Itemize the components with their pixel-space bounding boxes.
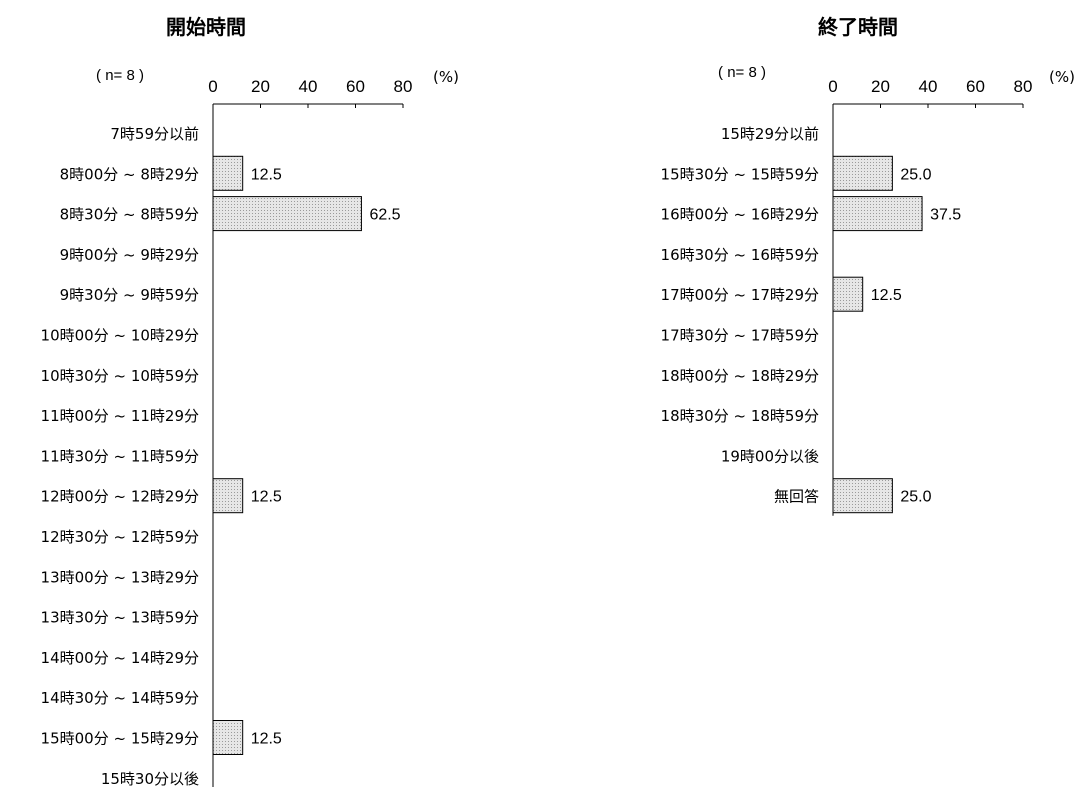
data-label: 62.5 [369,207,400,224]
x-tick-label: 40 [919,77,938,96]
category-label: 10時00分 ~ 10時29分 [41,327,199,345]
unit-label: (%) [1049,68,1075,86]
bars [832,155,923,514]
category-labels: 7時59分以前 8時00分 ~ 8時29分 8時30分 ~ 8時59分 9時00分 ~… [41,125,199,787]
x-tick-label: 20 [251,77,270,96]
category-label: 12時30分 ~ 12時59分 [41,528,199,546]
unit-label: (%) [433,68,459,86]
bar [212,155,244,191]
chart-title: 終了時間 [818,15,898,39]
x-tick-label: 80 [394,77,413,96]
x-tick-labels: 0 20 40 60 80 [208,77,412,96]
bar [212,478,244,514]
category-label: 15時30分 ~ 15時59分 [661,165,819,183]
sample-size-label: ( n= 8 ) [718,64,766,81]
category-label: 18時00分 ~ 18時29分 [661,367,819,385]
category-label: 11時30分 ~ 11時59分 [41,447,199,465]
category-label: 16時00分 ~ 16時29分 [661,206,819,224]
bar [212,196,362,232]
bar [832,155,893,191]
data-labels: 25.0 37.5 12.5 25.0 [871,166,962,505]
data-label: 12.5 [871,287,902,304]
category-label: 8時00分 ~ 8時29分 [60,165,199,183]
start-time-chart: 開始時間 ( n= 8 ) (%) 0 20 40 60 80 7時59分以前 8時00分… [41,15,459,787]
x-tick-label: 40 [299,77,318,96]
data-label: 12.5 [251,166,282,183]
x-tick-label: 0 [828,77,837,96]
category-label: 7時59分以前 [110,125,199,143]
x-tick-label: 80 [1014,77,1033,96]
category-label: 無回答 [774,488,819,506]
bar [832,478,893,514]
end-time-chart: 終了時間 ( n= 8 ) (%) 0 20 40 60 80 15時29分以前 15時3… [661,15,1075,516]
category-label: 13時00分 ~ 13時29分 [41,568,199,586]
data-label: 25.0 [900,489,931,506]
category-label: 16時30分 ~ 16時59分 [661,246,819,264]
category-label: 15時29分以前 [721,125,819,143]
category-label: 17時00分 ~ 17時29分 [661,286,819,304]
category-label: 14時00分 ~ 14時29分 [41,649,199,667]
category-label: 14時30分 ~ 14時59分 [41,689,199,707]
category-label: 17時30分 ~ 17時59分 [661,327,819,345]
category-label: 15時30分以後 [101,770,199,787]
bar [832,276,864,312]
category-labels: 15時29分以前 15時30分 ~ 15時59分 16時00分 ~ 16時29分 16… [661,125,819,506]
category-label: 10時30分 ~ 10時59分 [41,367,199,385]
category-label: 8時30分 ~ 8時59分 [60,206,199,224]
category-label: 19時00分以後 [721,447,819,465]
category-label: 15時00分 ~ 15時29分 [41,730,199,748]
x-tick-label: 60 [346,77,365,96]
sample-size-label: ( n= 8 ) [96,67,144,84]
x-tick-labels: 0 20 40 60 80 [828,77,1032,96]
category-label: 9時30分 ~ 9時59分 [60,286,199,304]
bars [212,155,362,755]
category-label: 9時00分 ~ 9時29分 [60,246,199,264]
bar [832,196,923,232]
category-label: 18時30分 ~ 18時59分 [661,407,819,425]
x-tick-label: 20 [871,77,890,96]
category-label: 13時30分 ~ 13時59分 [41,609,199,627]
x-tick-label: 60 [966,77,985,96]
category-label: 12時00分 ~ 12時29分 [41,488,199,506]
x-tick-label: 0 [208,77,217,96]
data-label: 25.0 [900,166,931,183]
data-labels: 12.5 62.5 12.5 12.5 [251,166,401,747]
chart-title: 開始時間 [166,15,246,39]
data-label: 37.5 [930,207,961,224]
bar [212,720,244,755]
category-label: 11時00分 ~ 11時29分 [41,407,199,425]
data-label: 12.5 [251,731,282,748]
data-label: 12.5 [251,489,282,506]
